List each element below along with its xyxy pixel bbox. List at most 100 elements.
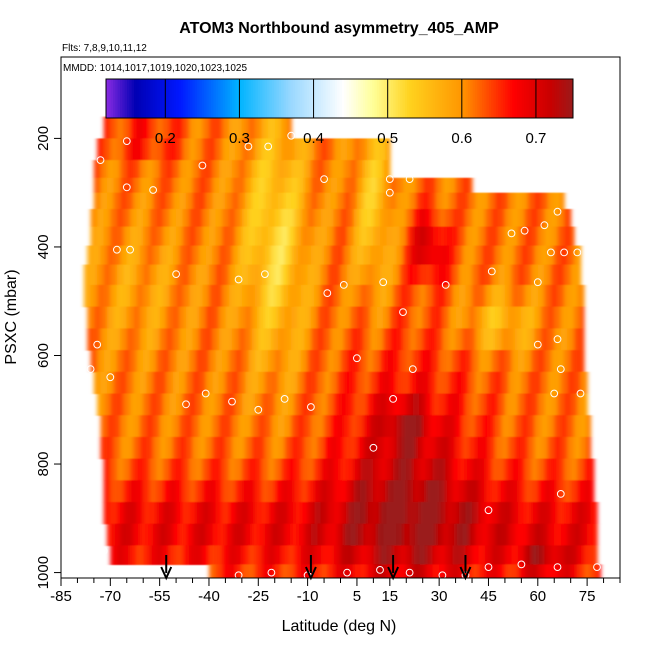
heat-cell — [241, 480, 250, 503]
colorbar-cell — [456, 79, 460, 118]
heat-cell — [360, 458, 368, 481]
heat-cell — [314, 264, 322, 286]
heat-cell — [232, 328, 240, 351]
heat-cell — [153, 523, 161, 546]
heat-cell — [218, 371, 226, 395]
heat-cell — [422, 245, 430, 266]
heat-cell — [432, 226, 440, 247]
heat-cell — [472, 564, 480, 578]
heat-cell — [103, 116, 111, 139]
heat-cell — [498, 226, 506, 247]
heat-cell — [149, 116, 157, 139]
heat-cell — [123, 264, 131, 286]
y-tick-label: 400 — [35, 234, 52, 259]
heat-cell — [317, 523, 325, 546]
heat-cell — [399, 350, 407, 373]
heat-cell — [527, 436, 536, 460]
heat-cell — [287, 458, 296, 481]
heat-cell — [215, 545, 223, 565]
heat-cell — [360, 226, 368, 247]
heat-cell — [159, 328, 167, 351]
heat-cell — [209, 564, 217, 578]
heat-cell — [123, 350, 131, 373]
heat-cell — [366, 564, 374, 578]
heat-cell — [314, 138, 322, 161]
heat-cell — [475, 192, 483, 210]
heat-cell — [590, 458, 595, 481]
heat-cell — [445, 502, 453, 525]
heat-cell — [380, 393, 388, 416]
heat-cell — [389, 177, 397, 194]
heat-cell — [324, 245, 332, 266]
heat-cell — [577, 564, 585, 578]
heat-cell — [264, 192, 273, 210]
heat-cell — [202, 545, 210, 565]
sample-point — [323, 289, 332, 298]
heat-cell — [373, 393, 381, 416]
heat-cell — [264, 160, 273, 179]
heat-cell — [255, 545, 263, 565]
heat-cell — [511, 350, 519, 373]
heat-cell — [333, 545, 342, 565]
colorbar-cell — [393, 79, 397, 118]
heat-cell — [570, 284, 578, 308]
heat-cell — [495, 245, 503, 266]
heat-cell — [238, 192, 246, 210]
heat-cell — [212, 328, 220, 351]
heat-cell — [320, 138, 328, 161]
heat-cell — [232, 415, 240, 438]
heat-cell — [251, 328, 259, 351]
heat-cell — [399, 226, 407, 247]
heat-cell — [399, 284, 407, 308]
heat-cell — [110, 393, 118, 416]
heat-cell — [590, 502, 598, 525]
heat-cell — [123, 480, 131, 503]
heat-cell — [554, 371, 562, 395]
heat-cell — [225, 523, 233, 546]
heat-cell — [458, 545, 467, 565]
heat-cell — [133, 306, 141, 329]
heat-cell — [107, 328, 115, 351]
heat-cell — [274, 209, 282, 228]
heat-cell — [261, 264, 269, 286]
heat-cell — [149, 545, 157, 565]
heat-cell — [126, 415, 134, 438]
heat-cell — [324, 371, 332, 395]
heat-cell — [531, 502, 539, 525]
heat-cell — [560, 328, 568, 351]
heat-cell — [159, 371, 167, 395]
heat-cell — [320, 480, 328, 503]
heat-cell — [518, 393, 526, 416]
heat-cell — [110, 284, 118, 308]
heat-cell — [241, 226, 250, 247]
heat-cell — [409, 177, 417, 194]
heat-cell — [159, 415, 167, 438]
heat-cell — [143, 480, 151, 503]
sample-point — [287, 131, 296, 140]
heat-cell — [297, 523, 305, 546]
heat-cell — [90, 226, 98, 247]
heat-cell — [564, 545, 572, 565]
heat-cell — [455, 371, 463, 395]
heat-cell — [366, 393, 374, 416]
heat-cell — [426, 226, 434, 247]
heat-cell — [363, 245, 371, 266]
heat-cell — [353, 545, 361, 565]
heat-cell — [432, 564, 440, 578]
heat-cell — [235, 138, 243, 161]
heat-cell — [537, 393, 545, 416]
heat-cell — [468, 523, 476, 546]
heat-cell — [291, 436, 299, 460]
heat-cell — [212, 371, 220, 395]
heat-cell — [370, 436, 378, 460]
heat-cell — [261, 458, 269, 481]
heat-cell — [218, 245, 226, 266]
heat-cell — [547, 306, 555, 329]
colorbar-cell — [204, 79, 207, 118]
heat-cell — [113, 436, 121, 460]
heat-cell — [491, 480, 499, 503]
heat-cell — [176, 393, 184, 416]
heat-cell — [452, 209, 460, 228]
heat-cell — [577, 284, 585, 308]
colorbar-cell — [460, 79, 464, 118]
